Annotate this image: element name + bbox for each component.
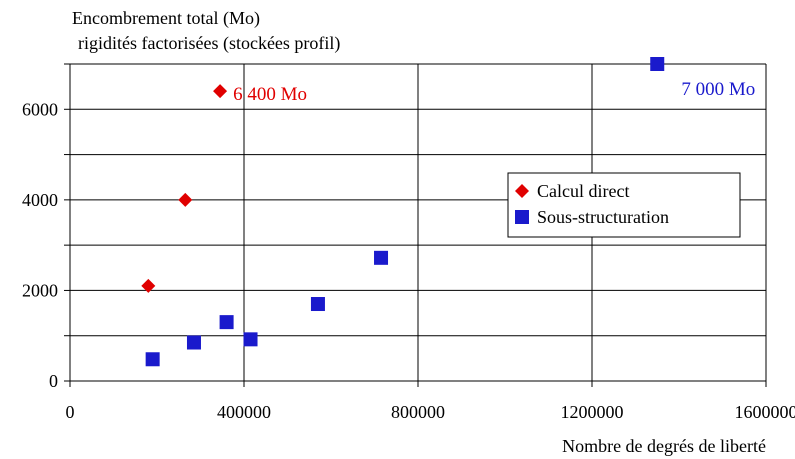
axes [64,63,767,387]
y-tick-label: 0 [49,371,58,391]
annotation-label: 7 000 Mo [681,79,755,100]
legend-box [507,172,741,238]
x-tick-label: 800000 [391,402,445,422]
legend-label: Calcul direct [537,181,629,201]
sous-structuration-point [219,315,234,330]
annotation-label: 6 400 Mo [233,84,307,105]
y-tick-label: 4000 [22,190,58,210]
x-tick-label: 0 [66,402,75,422]
data-points [141,57,665,367]
sous-structuration-point [186,335,201,350]
tick-labels: 0 2000 4000 6000 0 400000 800000 1200000 1600000 [22,99,795,422]
x-tick-label: 1600000 [735,402,795,422]
legend-label: Sous-structuration [537,207,669,227]
legend: Calcul direct Sous-structuration [507,172,741,238]
chart-title-line-1: Encombrement total (Mo) [72,8,260,29]
calcul-direct-point [178,192,193,207]
y-tick-label: 6000 [22,99,58,119]
x-tick-label: 400000 [217,402,271,422]
y-tick-label: 2000 [22,280,58,300]
sous-structuration-point [310,297,325,312]
sous-structuration-point [145,352,160,367]
sous-structuration-point [650,57,665,71]
sous-structuration-point [243,332,258,347]
x-tick-label: 1200000 [561,402,624,422]
chart-title-line-2: rigidités factorisées (stockées profil) [78,33,340,54]
calcul-direct-point [213,84,228,99]
x-axis-label: Nombre de degrés de liberté [562,436,766,456]
legend-square-icon [515,210,529,224]
sous-structuration-point [374,250,389,265]
calcul-direct-point [141,278,156,293]
annotations: 6 400 Mo 7 000 Mo [233,79,755,105]
legend-diamond-icon [515,184,529,198]
